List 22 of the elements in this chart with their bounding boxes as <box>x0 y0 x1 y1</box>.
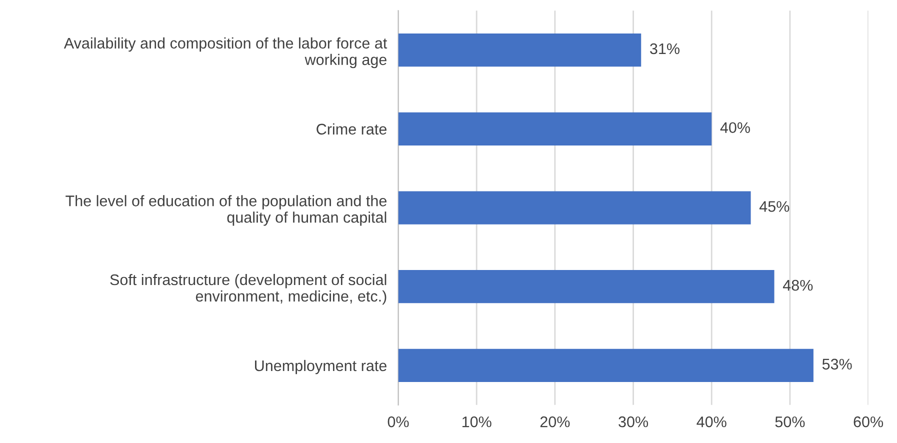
x-tick-label: 50% <box>775 416 805 428</box>
x-tick-label: 10% <box>462 416 492 428</box>
data-label: 53% <box>822 358 852 370</box>
data-label: 48% <box>782 280 813 291</box>
x-tick-label: 30% <box>618 416 648 428</box>
x-tick-label: 40% <box>696 416 726 428</box>
x-tick-label: 20% <box>540 416 570 428</box>
y-tick-label: Soft infrastructure (development of social environment, medicine, etc.) <box>110 274 386 305</box>
y-tick-label: Unemployment rate <box>255 360 386 374</box>
data-label: 31% <box>650 43 680 54</box>
bar <box>398 348 814 382</box>
x-tick-label: 60% <box>854 416 884 428</box>
y-tick-label: Crime rate <box>316 123 386 135</box>
y-tick-label: Availability and composition of the labor force at working age <box>64 37 388 68</box>
data-label: 45% <box>759 201 790 212</box>
data-label: 40% <box>720 122 750 134</box>
bar <box>398 191 751 224</box>
bar <box>398 270 774 304</box>
x-tick-label: 0% <box>388 416 409 428</box>
bar <box>398 112 712 146</box>
bar <box>398 34 642 67</box>
y-tick-label: The level of education of the population and the quality of human capital <box>66 195 387 226</box>
